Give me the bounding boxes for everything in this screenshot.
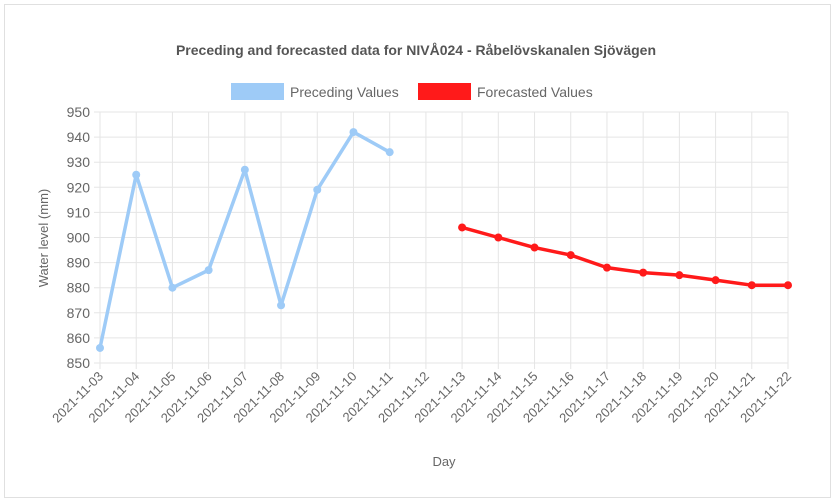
y-tick-label: 900 [67, 230, 91, 246]
data-point[interactable] [277, 301, 286, 310]
y-tick-label: 920 [67, 179, 91, 195]
y-tick-label: 950 [67, 104, 91, 120]
chart-title: Preceding and forecasted data for NIVÅ02… [176, 42, 656, 58]
data-point[interactable] [530, 243, 539, 252]
data-point[interactable] [458, 223, 467, 232]
y-tick-label: 930 [67, 154, 91, 170]
data-point[interactable] [168, 283, 177, 292]
x-axis-label: Day [432, 454, 456, 469]
grid-lines [94, 111, 789, 369]
x-axis-ticks: 2021-11-032021-11-042021-11-052021-11-06… [49, 369, 794, 426]
data-point[interactable] [747, 281, 756, 290]
y-tick-label: 870 [67, 305, 91, 321]
data-point[interactable] [349, 128, 358, 137]
y-tick-label: 880 [67, 280, 91, 296]
chart-legend: Preceding Values Forecasted Values [231, 83, 593, 100]
y-tick-label: 850 [67, 355, 91, 371]
data-point[interactable] [566, 251, 575, 260]
data-point[interactable] [675, 271, 684, 280]
y-tick-label: 860 [67, 330, 91, 346]
y-axis-label: Water level (mm) [36, 189, 51, 287]
data-point[interactable] [711, 276, 720, 285]
y-axis-ticks: 850 860 870 880 890 900 910 920 930 940 950 [67, 104, 91, 371]
series-line-forecasted [461, 225, 788, 287]
y-tick-label: 940 [67, 129, 91, 145]
data-point[interactable] [602, 263, 611, 272]
data-point[interactable] [639, 268, 648, 277]
legend-swatch[interactable] [418, 83, 471, 100]
legend-label[interactable]: Preceding Values [290, 84, 399, 100]
data-point[interactable] [240, 165, 249, 174]
data-point[interactable] [96, 343, 104, 352]
data-point[interactable] [204, 266, 213, 275]
y-tick-label: 910 [67, 204, 91, 220]
data-point[interactable] [313, 185, 322, 194]
data-point[interactable] [132, 170, 141, 179]
data-point[interactable] [385, 148, 394, 157]
data-point[interactable] [494, 233, 503, 242]
series-layer [96, 128, 792, 352]
legend-swatch[interactable] [231, 83, 284, 100]
data-point[interactable] [784, 281, 792, 290]
legend-label[interactable]: Forecasted Values [477, 84, 593, 100]
chart-frame [4, 4, 831, 498]
y-tick-label: 890 [67, 255, 91, 271]
